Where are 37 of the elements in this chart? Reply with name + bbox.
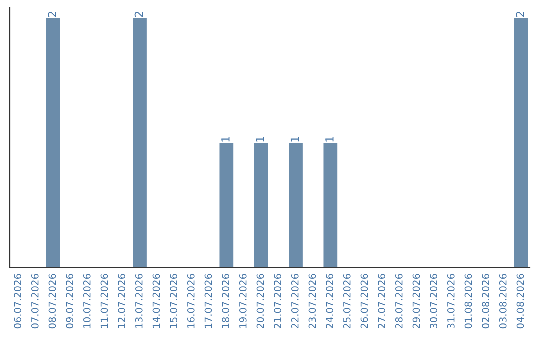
x-tick-label: 06.07.2026 [14, 274, 22, 329]
x-tick-label: 11.07.2026 [100, 274, 108, 328]
x-tick-label: 26.07.2026 [360, 274, 368, 329]
x-tick-label: 27.07.2026 [378, 274, 386, 329]
data-label: 2 [48, 12, 56, 18]
x-tick-label: 12.07.2026 [118, 274, 126, 328]
x-tick-label: 07.07.2026 [31, 274, 39, 329]
x-tick-label: 30.07.2026 [430, 274, 438, 328]
x-tick-label: 17.07.2026 [204, 274, 212, 328]
x-tick-label: 24.07.2026 [326, 274, 334, 329]
x-tick-label: 23.07.2026 [308, 274, 316, 329]
data-label: 1 [326, 136, 334, 142]
x-tick-label: 09.07.2026 [66, 274, 74, 329]
x-tick-label: 22.07.2026 [291, 274, 299, 329]
data-label: 2 [134, 12, 144, 18]
x-tick-label: 31.07.2026 [447, 274, 455, 328]
x-tick-label: 13.07.2026 [135, 274, 143, 328]
x-tick-label: 10.07.2026 [83, 274, 91, 328]
x-tick-label: 28.07.2026 [395, 274, 403, 329]
data-label: 1 [222, 136, 230, 142]
x-tick-label: 25.07.2026 [343, 274, 351, 329]
x-tick-label: 21.07.2026 [274, 274, 282, 329]
x-tick-label: 20.07.2026 [256, 274, 264, 329]
x-tick-label: 08.07.2026 [48, 274, 56, 329]
x-tick-label: 18.07.2026 [222, 274, 230, 328]
x-tick-label: 04.08.2026 [516, 274, 524, 329]
x-tick-label: 15.07.2026 [170, 274, 178, 328]
x-tick-label: 29.07.2026 [412, 274, 420, 329]
data-label: 1 [290, 136, 300, 142]
x-tick-label: 14.07.2026 [152, 274, 160, 328]
x-tick-label: 03.08.2026 [499, 274, 507, 329]
data-label: 1 [256, 136, 264, 142]
x-tick-label: 16.07.2026 [187, 274, 195, 328]
data-label: 2 [516, 12, 524, 18]
x-tick-label: 02.08.2026 [482, 274, 490, 329]
x-tick-label: 01.08.2026 [464, 274, 472, 329]
x-tick-label: 19.07.2026 [239, 274, 247, 328]
